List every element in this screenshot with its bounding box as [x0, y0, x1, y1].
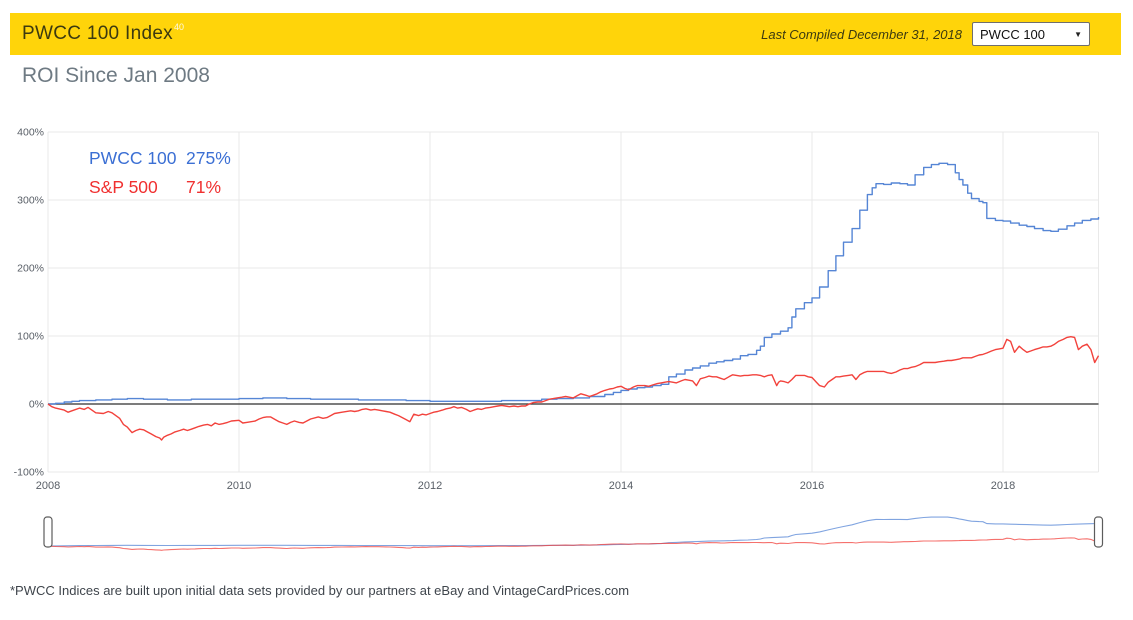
chart-legend: PWCC 100 275% S&P 500 71%	[89, 144, 231, 202]
title-superscript: 40	[174, 22, 185, 32]
legend-item-sp500: S&P 500 71%	[89, 173, 231, 202]
legend-label: PWCC 100	[89, 148, 177, 168]
x-axis-label: 2010	[227, 480, 251, 492]
index-select-value: PWCC 100	[980, 26, 1046, 42]
footer-disclaimer: *PWCC Indices are built upon initial dat…	[10, 583, 630, 598]
chart-plot-area[interactable]	[48, 126, 1099, 472]
x-axis-label: 2018	[991, 480, 1015, 492]
navigator-handle-left[interactable]	[43, 516, 53, 548]
legend-label: S&P 500	[89, 177, 158, 197]
y-axis-label: 400%	[17, 127, 44, 139]
x-axis-label: 2012	[418, 480, 442, 492]
legend-value: 275%	[186, 148, 231, 168]
header-bar: PWCC 100 Index 40 Last Compiled December…	[10, 13, 1121, 55]
chart-title: ROI Since Jan 2008	[22, 64, 210, 87]
caret-down-icon: ▼	[1074, 29, 1082, 39]
x-axis-label: 2016	[800, 480, 824, 492]
x-axis-label: 2014	[609, 480, 633, 492]
y-axis-label: 0%	[29, 399, 44, 411]
navigator-track[interactable]	[44, 512, 1105, 562]
y-axis-label: 200%	[17, 263, 44, 275]
legend-value: 71%	[186, 177, 222, 197]
y-axis-label: 100%	[17, 331, 44, 343]
page-title: PWCC 100 Index	[22, 23, 173, 44]
x-axis-label: 2008	[36, 480, 60, 492]
last-compiled-note: Last Compiled December 31, 2018	[761, 26, 962, 42]
y-axis-label: -100%	[14, 467, 44, 479]
legend-item-pwcc100: PWCC 100 275%	[89, 144, 231, 173]
navigator-handle-right[interactable]	[1093, 516, 1104, 548]
y-axis-label: 300%	[17, 195, 44, 207]
index-select[interactable]: PWCC 100 ▼	[972, 22, 1090, 46]
